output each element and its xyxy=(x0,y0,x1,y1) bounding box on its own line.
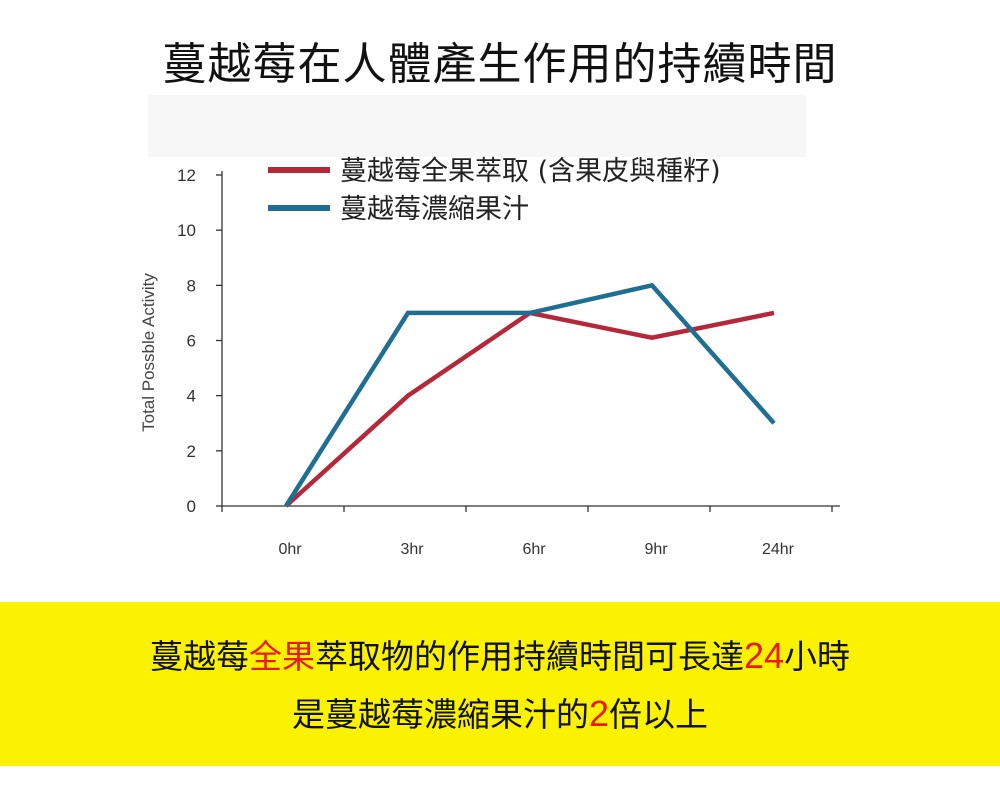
legend-label-1: 蔓越莓全果萃取 (含果皮與種籽) xyxy=(340,156,721,187)
conclusion-line-2: 是蔓越莓濃縮果汁的2倍以上 xyxy=(0,688,1000,736)
conclusion-text: 倍以上 xyxy=(609,695,709,734)
series-line-2 xyxy=(284,282,776,508)
highlight-whole-fruit: 全果 xyxy=(248,637,315,676)
y-axis-label: Total Possble Activity xyxy=(139,273,158,432)
conclusion-text: 萃取物的作用持續時間可長達 xyxy=(314,637,744,676)
conclusion-text: 是蔓越莓濃縮果汁的 xyxy=(291,695,589,734)
x-tick-label: 3hr xyxy=(400,541,424,558)
y-tick-label: 0 xyxy=(187,497,196,516)
page-title: 蔓越莓在人體產生作用的持續時間 xyxy=(162,39,838,90)
conclusion-text: 小時 xyxy=(784,637,851,676)
y-tick-label: 10 xyxy=(177,221,196,240)
highlight-24: 24 xyxy=(743,635,785,676)
y-tick-label: 12 xyxy=(177,166,196,185)
title-shadow-band xyxy=(148,95,806,157)
conclusion-text: 蔓越莓 xyxy=(149,637,249,676)
x-tick-label: 24hr xyxy=(762,541,795,558)
y-tick-label: 6 xyxy=(187,332,196,351)
legend-label-2: 蔓越莓濃縮果汁 xyxy=(340,194,529,225)
y-tick-label: 8 xyxy=(187,276,196,295)
conclusion-banner: 蔓越莓全果萃取物的作用持續時間可長達24小時 是蔓越莓濃縮果汁的2倍以上 xyxy=(0,602,1000,766)
x-tick-label: 0hr xyxy=(278,541,302,558)
line-chart: 0 2 4 6 8 10 12 0hr 3hr 6hr 9hr 24hr Total Possble A… xyxy=(139,156,840,558)
x-tick-label: 9hr xyxy=(644,541,668,558)
x-tick-label: 6hr xyxy=(522,541,546,558)
conclusion-line-1: 蔓越莓全果萃取物的作用持續時間可長達24小時 xyxy=(0,630,1000,678)
chart-container: 0 2 4 6 8 10 12 0hr 3hr 6hr 9hr 24hr Total Possble A… xyxy=(0,150,1000,590)
highlight-2: 2 xyxy=(588,693,610,734)
y-tick-label: 2 xyxy=(187,442,196,461)
y-tick-label: 4 xyxy=(187,387,196,406)
